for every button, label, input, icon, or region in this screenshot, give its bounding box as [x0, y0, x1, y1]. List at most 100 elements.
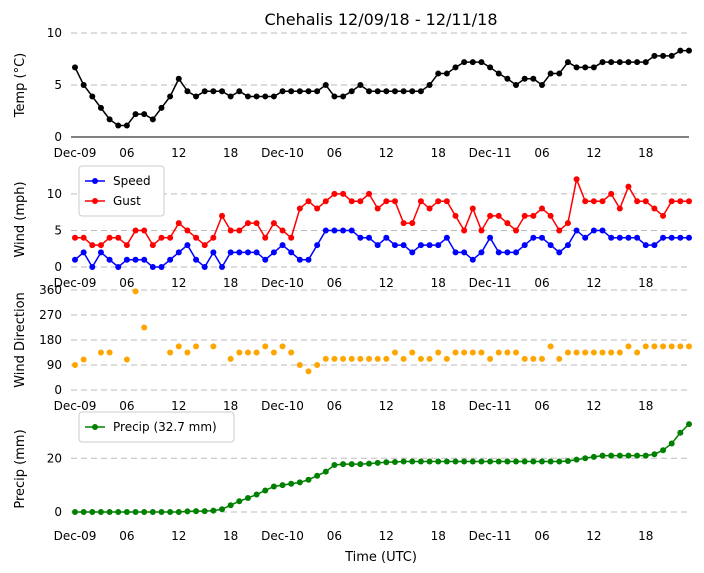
- series-line-0: [74, 229, 689, 269]
- data-point: [547, 242, 554, 249]
- y-tick-label: 10: [47, 26, 62, 40]
- x-tick-label: 06: [119, 276, 134, 290]
- data-point: [409, 458, 416, 465]
- data-point: [201, 508, 208, 515]
- data-point: [141, 256, 148, 263]
- data-point: [348, 88, 355, 95]
- data-point: [348, 461, 355, 468]
- data-point: [314, 472, 321, 479]
- data-point: [426, 242, 433, 249]
- data-point: [314, 205, 321, 212]
- data-point: [106, 256, 113, 263]
- data-point: [513, 82, 520, 88]
- data-point: [270, 93, 277, 100]
- data-point: [227, 502, 234, 509]
- y-axis-label: Precip (mm): [13, 429, 28, 508]
- data-point: [279, 88, 286, 95]
- x-tick-label: Dec-11: [469, 399, 512, 413]
- data-point: [677, 198, 684, 205]
- data-point: [305, 198, 312, 205]
- data-point: [262, 93, 269, 100]
- data-point: [227, 249, 234, 256]
- data-point: [686, 421, 692, 428]
- data-point: [158, 264, 165, 270]
- data-point: [305, 88, 312, 95]
- data-point: [435, 458, 442, 465]
- data-point: [686, 234, 692, 241]
- data-point: [262, 256, 269, 263]
- data-point: [634, 198, 641, 205]
- panel-1: 0 5 10 Wind (mph) Dec-09 06 12 18 Dec-10 06 12 18 De…: [13, 165, 692, 290]
- data-point: [478, 59, 485, 66]
- data-point: [340, 227, 347, 234]
- data-point: [625, 234, 632, 241]
- data-point: [89, 264, 96, 270]
- data-point: [236, 88, 243, 95]
- data-point: [400, 242, 407, 249]
- data-point: [193, 343, 200, 350]
- data-point: [504, 220, 511, 227]
- data-point: [556, 355, 563, 362]
- data-point: [590, 64, 597, 71]
- data-point: [391, 349, 398, 356]
- data-point: [97, 508, 104, 515]
- data-point: [201, 264, 208, 270]
- legend-marker: [92, 198, 98, 204]
- data-point: [106, 234, 113, 241]
- y-tick-label: 0: [54, 505, 62, 519]
- data-point: [426, 458, 433, 465]
- data-point: [167, 508, 174, 515]
- data-point: [564, 220, 571, 227]
- data-point: [487, 355, 494, 362]
- y-tick-label: 0: [54, 260, 62, 274]
- data-point: [426, 355, 433, 362]
- data-point: [141, 324, 148, 331]
- data-point: [219, 212, 226, 219]
- data-point: [158, 508, 165, 515]
- data-point: [400, 88, 407, 95]
- data-point: [374, 205, 381, 212]
- data-point: [443, 355, 450, 362]
- data-point: [573, 227, 580, 234]
- data-point: [97, 349, 104, 356]
- data-point: [97, 104, 104, 111]
- data-point: [538, 82, 545, 88]
- data-point: [642, 59, 649, 66]
- y-axis-label: Temp (°C): [13, 53, 28, 119]
- data-point: [357, 82, 364, 88]
- data-point: [175, 343, 182, 350]
- data-point: [322, 468, 329, 475]
- data-point: [521, 355, 528, 362]
- data-point: [97, 242, 104, 249]
- data-point: [608, 234, 615, 241]
- data-point: [435, 349, 442, 356]
- data-point: [72, 362, 78, 368]
- x-tick-label: 06: [534, 276, 549, 290]
- data-point: [72, 64, 78, 71]
- data-point: [253, 349, 260, 356]
- data-point: [158, 234, 165, 241]
- data-point: [270, 483, 277, 490]
- data-point: [357, 198, 364, 205]
- y-tick-label: 20: [47, 451, 62, 465]
- data-point: [616, 452, 623, 459]
- legend-marker: [92, 424, 98, 430]
- y-axis-label: Wind Direction: [13, 292, 28, 388]
- data-point: [538, 205, 545, 212]
- data-point: [227, 227, 234, 234]
- x-tick-label: Dec-10: [261, 276, 304, 290]
- data-point: [530, 458, 537, 465]
- data-point: [573, 456, 580, 463]
- x-tick-label: 06: [327, 399, 342, 413]
- data-point: [288, 249, 295, 256]
- y-tick-label: 270: [39, 308, 62, 322]
- data-point: [106, 508, 113, 515]
- data-point: [193, 234, 200, 241]
- data-point: [634, 452, 641, 459]
- data-point: [564, 457, 571, 464]
- data-point: [608, 349, 615, 356]
- data-point: [461, 249, 468, 256]
- series-line-0: [74, 49, 689, 127]
- data-point: [374, 242, 381, 249]
- data-point: [331, 190, 338, 197]
